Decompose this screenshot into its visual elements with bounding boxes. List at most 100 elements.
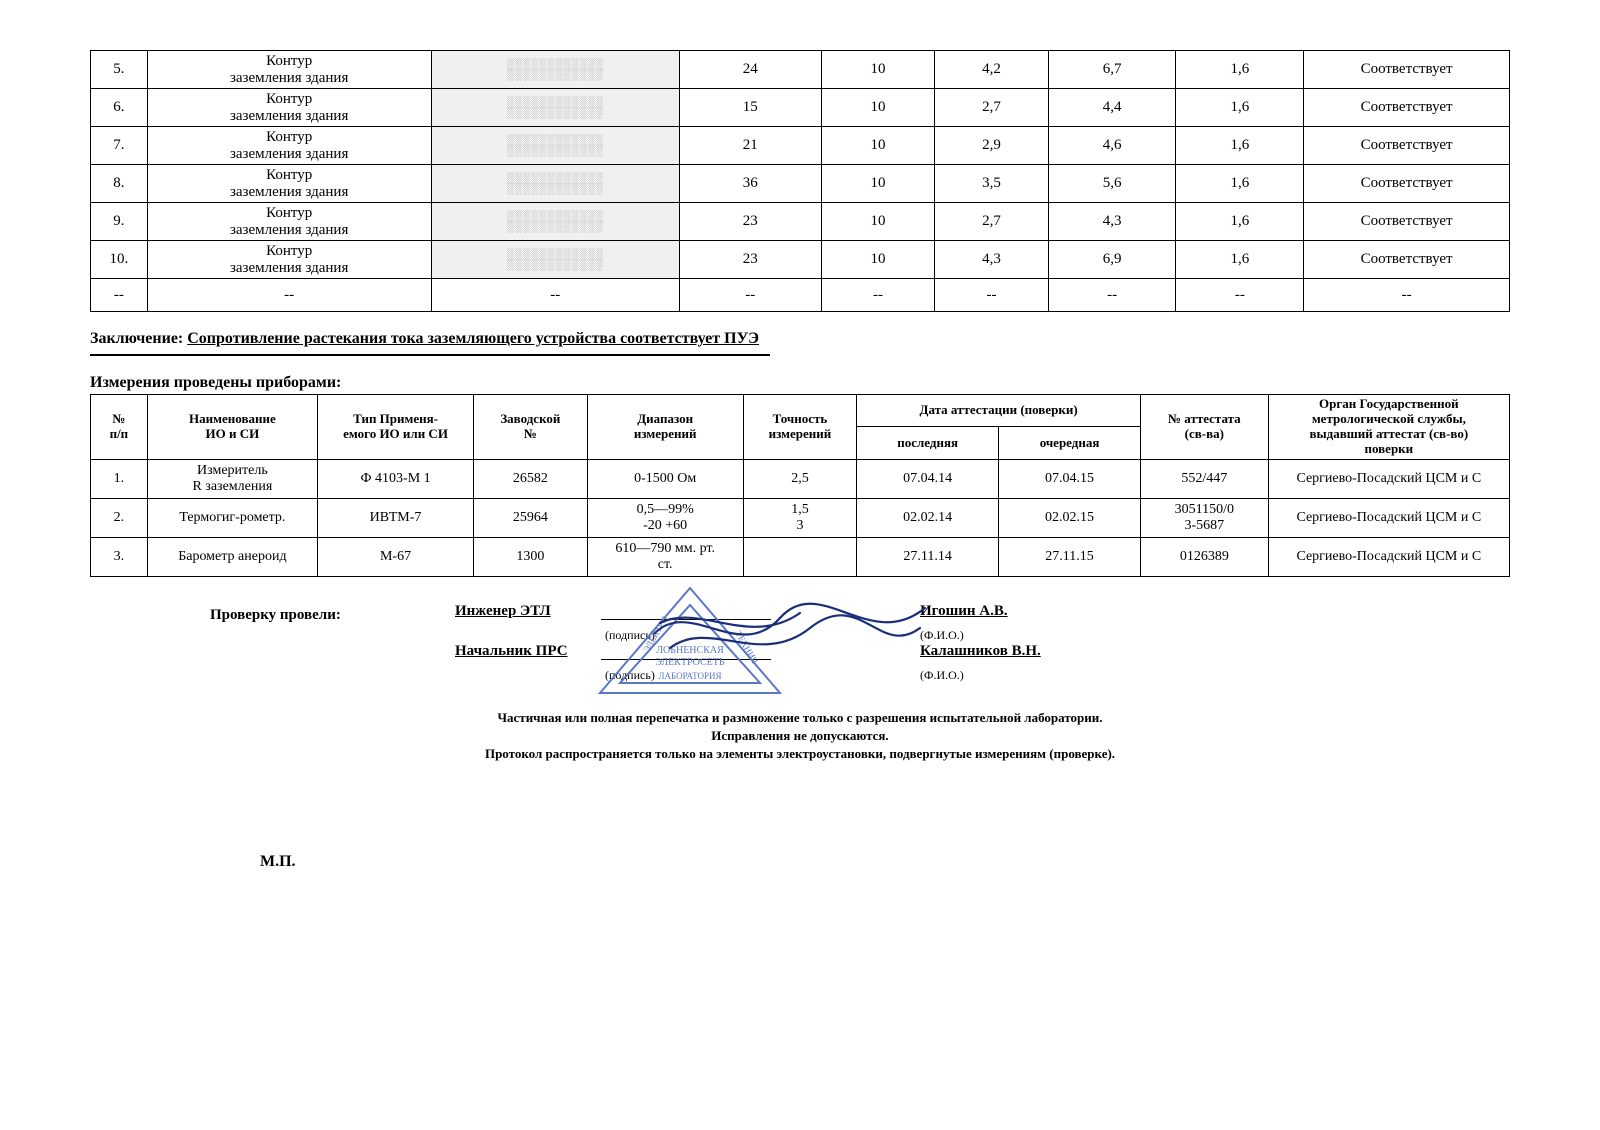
th-date: Дата аттестации (поверки) [857,395,1141,427]
cell: 23 [679,203,821,241]
cell: 1,6 [1176,203,1304,241]
cell: 2. [91,498,148,537]
signature-role: Начальник ПРС [455,643,595,660]
footer-l2: Исправления не допускаются. [90,727,1510,745]
table-row: 2.Термогиг-рометр.ИВТМ-7259640,5—99%-20 … [91,498,1510,537]
cell: 1,53 [743,498,857,537]
cell: 1,6 [1176,89,1304,127]
signature-name-row: Игошин А.В. [920,603,1041,620]
cell: 0126389 [1140,537,1268,576]
cell: 36 [679,165,821,203]
mp-label: М.П. [260,853,1510,871]
cell: Сергиево-Посадский ЦСМ и С [1268,459,1509,498]
cell: 9. [91,203,148,241]
signature-sub: (подпись) [605,668,771,683]
cell: -- [147,279,431,312]
cell: ░░░░░░░░░░░░░░░░░░░░░░░░ [431,203,679,241]
cell: Соответствует [1304,241,1510,279]
cell: 1,6 [1176,127,1304,165]
signature-line [601,643,771,660]
cell: М-67 [318,537,474,576]
signature-role: Инженер ЭТЛ [455,603,595,620]
cell: 552/447 [1140,459,1268,498]
cell: Контурзаземления здания [147,165,431,203]
cell: Соответствует [1304,203,1510,241]
cell: 3,5 [935,165,1049,203]
cell: -- [431,279,679,312]
table-row: 9.Контурзаземления здания░░░░░░░░░░░░░░░… [91,203,1510,241]
cell: 10 [821,241,935,279]
cell: 6,7 [1048,51,1176,89]
cell: 3. [91,537,148,576]
cell: 2,7 [935,203,1049,241]
signature-row: Инженер ЭТЛ [455,603,771,620]
cell: 4,6 [1048,127,1176,165]
cell: Контурзаземления здания [147,89,431,127]
th-name: НаименованиеИО и СИ [147,395,317,460]
cell: Термогиг-рометр. [147,498,317,537]
cell: 10. [91,241,148,279]
cell: Сергиево-Посадский ЦСМ и С [1268,498,1509,537]
check-label: Проверку провели: [210,607,341,624]
cell: Контурзаземления здания [147,51,431,89]
table-row: 3.Барометр анероидМ-671300610—790 мм. рт… [91,537,1510,576]
cell: -- [1176,279,1304,312]
cell: 27.11.14 [857,537,999,576]
cell: 6. [91,89,148,127]
footer-l1: Частичная или полная перепечатка и размн… [90,709,1510,727]
th-serial: Заводской№ [474,395,588,460]
divider [90,354,770,356]
signature-fio: (Ф.И.О.) [920,668,1041,683]
signature-line [601,603,771,620]
footer-text: Частичная или полная перепечатка и размн… [90,709,1510,764]
table-row: 8.Контурзаземления здания░░░░░░░░░░░░░░░… [91,165,1510,203]
grounding-table: 5.Контурзаземления здания░░░░░░░░░░░░░░░… [90,50,1510,312]
th-range: Диапазонизмерений [587,395,743,460]
cell: ИзмерительR заземления [147,459,317,498]
cell: ░░░░░░░░░░░░░░░░░░░░░░░░ [431,51,679,89]
cell: 02.02.14 [857,498,999,537]
cell: 4,3 [1048,203,1176,241]
table-row: 10.Контурзаземления здания░░░░░░░░░░░░░░… [91,241,1510,279]
cell: 4,4 [1048,89,1176,127]
cell: 0,5—99%-20 +60 [587,498,743,537]
cell: -- [91,279,148,312]
cell: ░░░░░░░░░░░░░░░░░░░░░░░░ [431,165,679,203]
cell: 1,6 [1176,241,1304,279]
conclusion-label: Заключение: [90,330,183,347]
cell: -- [1048,279,1176,312]
cell: 0-1500 Ом [587,459,743,498]
cell: 1300 [474,537,588,576]
cell: 10 [821,127,935,165]
cell: 3051150/03-5687 [1140,498,1268,537]
cell: 07.04.14 [857,459,999,498]
th-cert: № аттестата(св-ва) [1140,395,1268,460]
cell: 25964 [474,498,588,537]
cell: Контурзаземления здания [147,241,431,279]
cell [743,537,857,576]
cell: 1,6 [1176,165,1304,203]
table-row: 6.Контурзаземления здания░░░░░░░░░░░░░░░… [91,89,1510,127]
instruments-table: №п/п НаименованиеИО и СИ Тип Применя-емо… [90,394,1510,577]
table-row: 5.Контурзаземления здания░░░░░░░░░░░░░░░… [91,51,1510,89]
conclusion: Заключение: Сопротивление растекания ток… [90,330,1510,348]
cell: 5. [91,51,148,89]
cell: Ф 4103-М 1 [318,459,474,498]
cell: 2,9 [935,127,1049,165]
signature-row: Начальник ПРС [455,643,771,660]
cell: 02.02.15 [999,498,1141,537]
cell: ░░░░░░░░░░░░░░░░░░░░░░░░ [431,241,679,279]
th-type: Тип Применя-емого ИО или СИ [318,395,474,460]
cell: Соответствует [1304,89,1510,127]
cell: 1,6 [1176,51,1304,89]
conclusion-text: Сопротивление растекания тока заземляюще… [187,330,759,347]
cell: Соответствует [1304,127,1510,165]
cell: 24 [679,51,821,89]
th-npp: №п/п [91,395,148,460]
cell: -- [1304,279,1510,312]
cell: Контурзаземления здания [147,203,431,241]
th-acc: Точностьизмерений [743,395,857,460]
cell: -- [821,279,935,312]
table-row: ------------------ [91,279,1510,312]
th-last: последняя [857,427,999,459]
